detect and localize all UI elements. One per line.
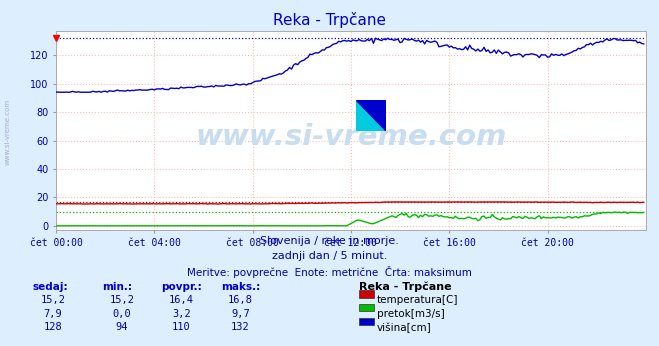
Text: pretok[m3/s]: pretok[m3/s] <box>377 309 445 319</box>
Text: povpr.:: povpr.: <box>161 282 202 292</box>
Text: www.si-vreme.com: www.si-vreme.com <box>5 98 11 165</box>
Text: 128: 128 <box>43 322 62 333</box>
Text: maks.:: maks.: <box>221 282 260 292</box>
Polygon shape <box>356 100 386 131</box>
Text: 15,2: 15,2 <box>40 295 65 305</box>
Text: 3,2: 3,2 <box>172 309 190 319</box>
Text: višina[cm]: višina[cm] <box>377 322 432 333</box>
Text: min.:: min.: <box>102 282 132 292</box>
Text: 0,0: 0,0 <box>113 309 131 319</box>
Text: Slovenija / reke in morje.: Slovenija / reke in morje. <box>260 236 399 246</box>
Polygon shape <box>356 100 386 131</box>
Text: 15,2: 15,2 <box>109 295 134 305</box>
Text: 94: 94 <box>116 322 128 333</box>
Text: sedaj:: sedaj: <box>33 282 69 292</box>
Text: 16,8: 16,8 <box>228 295 253 305</box>
Text: 16,4: 16,4 <box>169 295 194 305</box>
Text: 7,9: 7,9 <box>43 309 62 319</box>
Text: 9,7: 9,7 <box>231 309 250 319</box>
Polygon shape <box>356 100 386 131</box>
Text: 132: 132 <box>231 322 250 333</box>
Text: Meritve: povprečne  Enote: metrične  Črta: maksimum: Meritve: povprečne Enote: metrične Črta:… <box>187 266 472 278</box>
Text: www.si-vreme.com: www.si-vreme.com <box>195 122 507 151</box>
Text: temperatura[C]: temperatura[C] <box>377 295 459 305</box>
Text: 110: 110 <box>172 322 190 333</box>
Text: zadnji dan / 5 minut.: zadnji dan / 5 minut. <box>272 251 387 261</box>
Text: Reka - Trpčane: Reka - Trpčane <box>273 12 386 28</box>
Text: Reka - Trpčane: Reka - Trpčane <box>359 282 452 292</box>
